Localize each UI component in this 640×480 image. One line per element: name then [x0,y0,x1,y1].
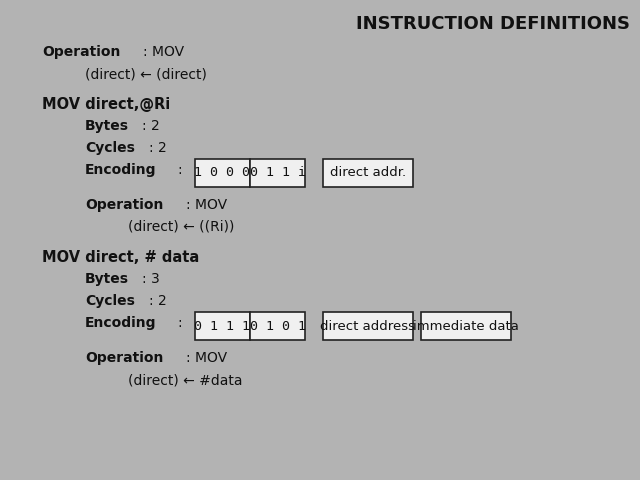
Text: Cycles: Cycles [85,294,135,308]
Text: MOV direct,@Ri: MOV direct,@Ri [42,97,170,112]
Text: Cycles: Cycles [85,141,135,155]
FancyBboxPatch shape [195,159,250,187]
FancyBboxPatch shape [250,312,305,340]
Text: 1 0 0 0: 1 0 0 0 [195,167,250,180]
Text: direct addr.: direct addr. [330,167,406,180]
Text: (direct) ← ((Ri)): (direct) ← ((Ri)) [128,220,234,234]
Text: :: : [177,316,182,330]
Text: 0 1 0 1: 0 1 0 1 [250,320,305,333]
Text: MOV direct, # data: MOV direct, # data [42,250,199,265]
Text: Operation: Operation [42,45,120,59]
FancyBboxPatch shape [421,312,511,340]
Text: :: : [177,163,182,177]
Text: : 2: : 2 [142,119,159,133]
Text: : 2: : 2 [149,141,167,155]
Text: : 3: : 3 [142,272,159,286]
Text: Operation: Operation [85,351,163,365]
Text: Bytes: Bytes [85,272,129,286]
Text: : 2: : 2 [149,294,167,308]
Text: 0 1 1 1: 0 1 1 1 [195,320,250,333]
Text: immediate data: immediate data [413,320,519,333]
Text: (direct) ← (direct): (direct) ← (direct) [85,67,207,81]
Text: Encoding: Encoding [85,316,157,330]
Text: : MOV: : MOV [186,351,227,365]
Text: 0 1 1 i: 0 1 1 i [250,167,305,180]
Text: : MOV: : MOV [143,45,184,59]
Text: INSTRUCTION DEFINITIONS: INSTRUCTION DEFINITIONS [356,15,630,33]
FancyBboxPatch shape [250,159,305,187]
FancyBboxPatch shape [323,312,413,340]
Text: : MOV: : MOV [186,198,227,212]
Text: Encoding: Encoding [85,163,157,177]
Text: (direct) ← #data: (direct) ← #data [128,373,243,387]
Text: Operation: Operation [85,198,163,212]
Text: Bytes: Bytes [85,119,129,133]
Text: direct address: direct address [321,320,415,333]
FancyBboxPatch shape [323,159,413,187]
FancyBboxPatch shape [195,312,250,340]
